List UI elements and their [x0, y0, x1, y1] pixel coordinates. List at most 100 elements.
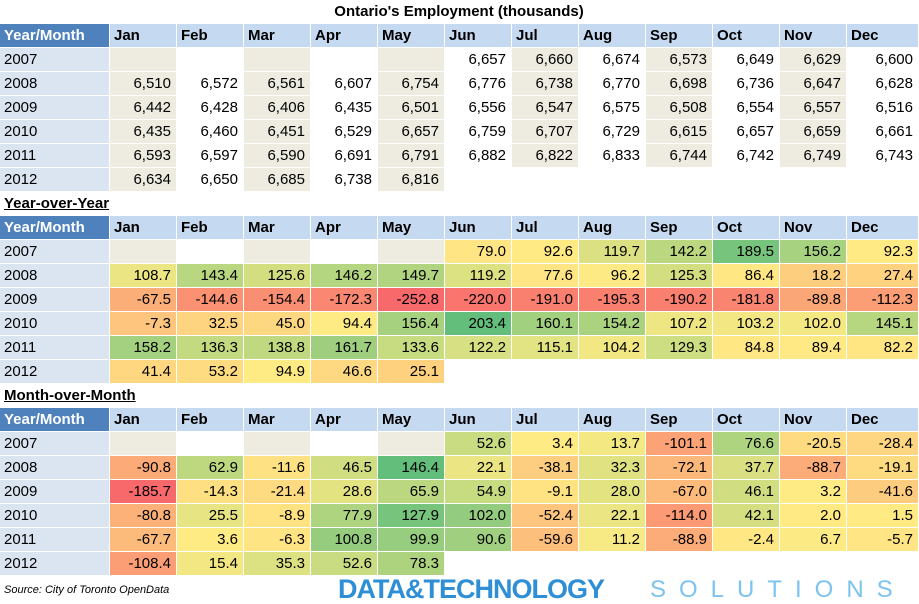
- column-header: Apr: [311, 24, 378, 48]
- table-cell: 25.1: [378, 360, 445, 384]
- table-cell: 6,657: [713, 120, 780, 144]
- table-cell: 6,435: [311, 96, 378, 120]
- column-header: May: [378, 216, 445, 240]
- table-cell: 46.6: [311, 360, 378, 384]
- table-cell: 6,736: [713, 72, 780, 96]
- table-cell: 6,649: [713, 48, 780, 72]
- table-cell: 6,600: [847, 48, 919, 72]
- table-cell: 6,629: [780, 48, 847, 72]
- table-cell: 6,572: [177, 72, 244, 96]
- table-cell: 122.2: [445, 336, 512, 360]
- table-cell: -172.3: [311, 288, 378, 312]
- row-label: 2011: [0, 336, 110, 360]
- table-cell: 52.6: [311, 552, 378, 576]
- table-cell: [445, 552, 512, 576]
- table-cell: 18.2: [780, 264, 847, 288]
- table-cell: -88.7: [780, 456, 847, 480]
- table-cell: 125.6: [244, 264, 311, 288]
- table-cell: 22.1: [445, 456, 512, 480]
- table-cell: [311, 432, 378, 456]
- table-cell: -9.1: [512, 480, 579, 504]
- table-cell: 6,882: [445, 144, 512, 168]
- column-header: Jan: [110, 24, 177, 48]
- column-header: Mar: [244, 408, 311, 432]
- table-cell: 6,593: [110, 144, 177, 168]
- column-header: Jul: [512, 216, 579, 240]
- table-cell: 149.7: [378, 264, 445, 288]
- table-cell: [244, 48, 311, 72]
- table-cell: 22.1: [579, 504, 646, 528]
- row-label: 2009: [0, 288, 110, 312]
- table-cell: 6,460: [177, 120, 244, 144]
- table-cell: 107.2: [646, 312, 713, 336]
- column-header: Apr: [311, 216, 378, 240]
- column-header: Jan: [110, 216, 177, 240]
- table-cell: 13.7: [579, 432, 646, 456]
- table-cell: 42.1: [713, 504, 780, 528]
- table-cell: 52.6: [445, 432, 512, 456]
- column-header: Oct: [713, 216, 780, 240]
- table-cell: 6,742: [713, 144, 780, 168]
- table-cell: 115.1: [512, 336, 579, 360]
- table-cell: -19.1: [847, 456, 919, 480]
- table-cell: 76.6: [713, 432, 780, 456]
- table-cell: 6,661: [847, 120, 919, 144]
- row-label: 2007: [0, 432, 110, 456]
- table-cell: -101.1: [646, 432, 713, 456]
- table-cell: 3.2: [780, 480, 847, 504]
- table-cell: 79.0: [445, 240, 512, 264]
- table-cell: [780, 168, 847, 192]
- table-cell: 53.2: [177, 360, 244, 384]
- table-cell: 82.2: [847, 336, 919, 360]
- table-cell: [445, 360, 512, 384]
- table-cell: -52.4: [512, 504, 579, 528]
- table-cell: 6,554: [713, 96, 780, 120]
- row-label: 2010: [0, 312, 110, 336]
- table-cell: [311, 240, 378, 264]
- table-cell: 6,647: [780, 72, 847, 96]
- table-cell: [378, 240, 445, 264]
- row-label: 2009: [0, 96, 110, 120]
- table-cell: 6,451: [244, 120, 311, 144]
- column-header: Oct: [713, 24, 780, 48]
- table-cell: 11.2: [579, 528, 646, 552]
- column-header: Feb: [177, 408, 244, 432]
- table-cell: [646, 168, 713, 192]
- table-cell: 6,822: [512, 144, 579, 168]
- column-header: Year/Month: [0, 216, 110, 240]
- table-cell: 6,634: [110, 168, 177, 192]
- table-cell: [177, 48, 244, 72]
- table-cell: [311, 48, 378, 72]
- table-cell: 203.4: [445, 312, 512, 336]
- column-header: Feb: [177, 216, 244, 240]
- table-cell: -90.8: [110, 456, 177, 480]
- table-cell: 46.5: [311, 456, 378, 480]
- row-label: 2012: [0, 360, 110, 384]
- table-cell: [244, 432, 311, 456]
- table-cell: 125.3: [646, 264, 713, 288]
- table-cell: 6,547: [512, 96, 579, 120]
- table-cell: -5.7: [847, 528, 919, 552]
- table-cell: 189.5: [713, 240, 780, 264]
- table-cell: -89.8: [780, 288, 847, 312]
- table-cell: 6,816: [378, 168, 445, 192]
- table-cell: 100.8: [311, 528, 378, 552]
- column-header: Sep: [646, 216, 713, 240]
- row-label: 2008: [0, 264, 110, 288]
- row-label: 2011: [0, 144, 110, 168]
- column-header: Mar: [244, 216, 311, 240]
- table-cell: 6,501: [378, 96, 445, 120]
- table-cell: 6,556: [445, 96, 512, 120]
- table-cell: 6,685: [244, 168, 311, 192]
- table-cell: 77.6: [512, 264, 579, 288]
- table-cell: 45.0: [244, 312, 311, 336]
- table-cell: 102.0: [780, 312, 847, 336]
- table-cell: [847, 552, 919, 576]
- table-cell: 6,442: [110, 96, 177, 120]
- source-note: Source: City of Toronto OpenData: [0, 578, 330, 602]
- table-cell: 46.1: [713, 480, 780, 504]
- table-cell: [512, 552, 579, 576]
- table-cell: 127.9: [378, 504, 445, 528]
- table-cell: 35.3: [244, 552, 311, 576]
- table-cell: 143.4: [177, 264, 244, 288]
